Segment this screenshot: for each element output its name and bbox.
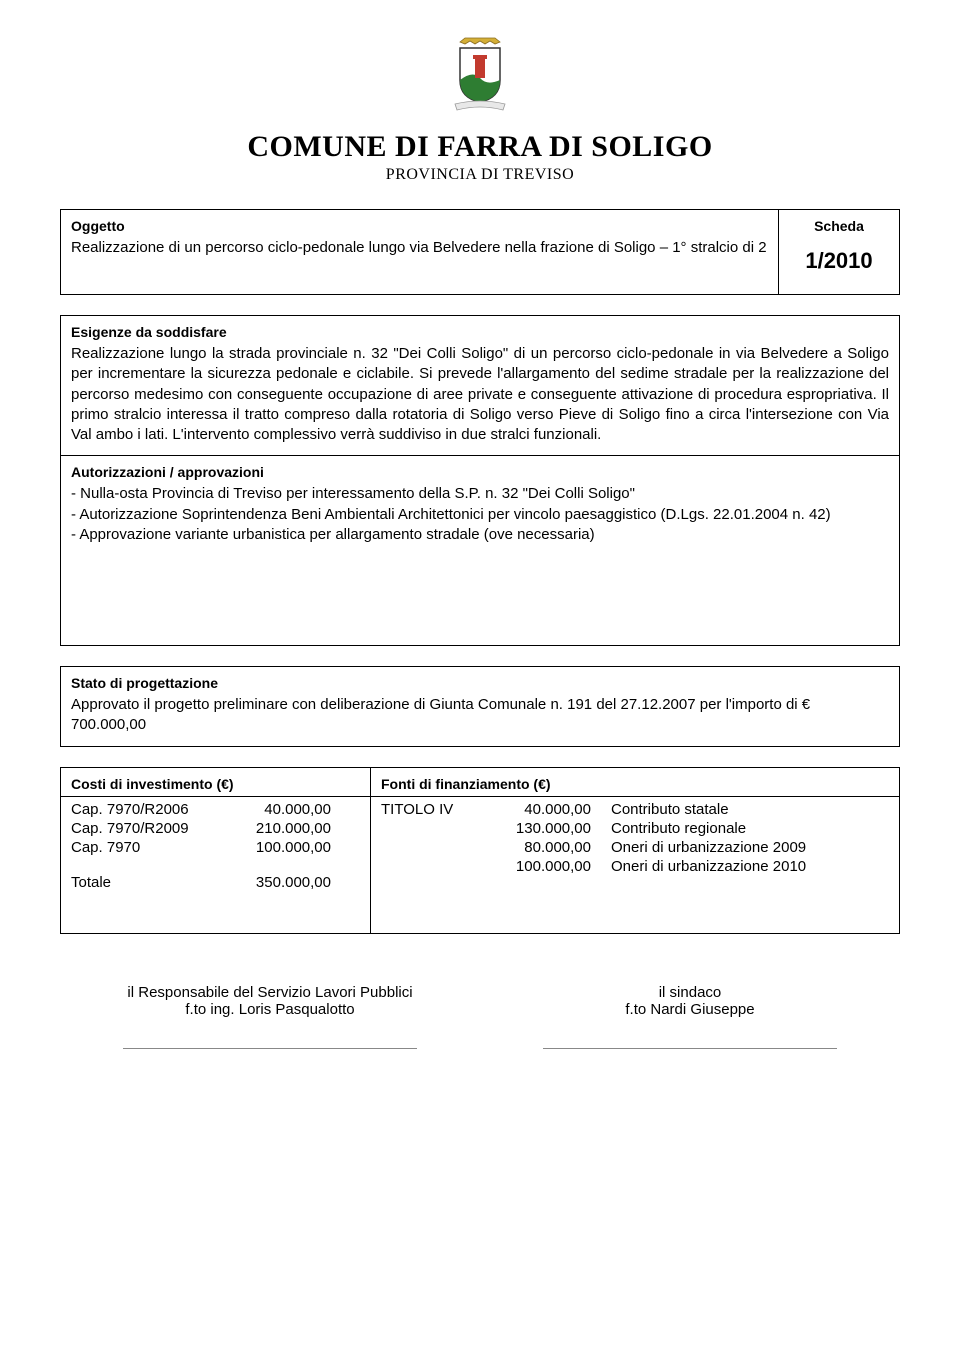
signature-line xyxy=(543,1048,837,1049)
oggetto-cell: Oggetto Realizzazione di un percorso cic… xyxy=(61,210,779,294)
autorizzazioni-list: - Nulla-osta Provincia di Treviso per in… xyxy=(61,484,899,555)
costi-investimento-cell: Costi di investimento (€) Cap. 7970/R200… xyxy=(61,768,371,933)
document-header: COMUNE DI FARRA DI SOLIGO PROVINCIA DI T… xyxy=(60,30,900,184)
list-item: - Nulla-osta Provincia di Treviso per in… xyxy=(71,484,889,504)
stato-content: Approvato il progetto preliminare con de… xyxy=(61,695,899,746)
esigenze-content: Realizzazione lungo la strada provincial… xyxy=(61,344,899,455)
list-item: - Autorizzazione Soprintendenza Beni Amb… xyxy=(71,505,889,525)
signature-role: il Responsabile del Servizio Lavori Pubb… xyxy=(60,984,480,1001)
cap-value: 210.000,00 xyxy=(221,820,331,837)
cap-label: Cap. 7970 xyxy=(71,839,221,856)
costi-left-label: Costi di investimento (€) xyxy=(61,768,370,796)
fonte-value: 130.000,00 xyxy=(481,820,591,837)
scheda-value: 1/2010 xyxy=(779,238,899,294)
fonte-desc: Oneri di urbanizzazione 2010 xyxy=(591,858,889,875)
fonte-title: TITOLO IV xyxy=(381,801,481,818)
esigenze-label: Esigenze da soddisfare xyxy=(61,316,899,344)
oggetto-box: Oggetto Realizzazione di un percorso cic… xyxy=(60,209,900,295)
fonte-value: 100.000,00 xyxy=(481,858,591,875)
fonte-title xyxy=(381,858,481,875)
signature-right: il sindaco f.to Nardi Giuseppe xyxy=(480,984,900,1049)
cap-label: Cap. 7970/R2006 xyxy=(71,801,221,818)
autorizzazioni-label: Autorizzazioni / approvazioni xyxy=(61,456,899,484)
totale-label: Totale xyxy=(71,874,221,891)
signature-role: il sindaco xyxy=(480,984,900,1001)
stato-label: Stato di progettazione xyxy=(61,667,899,695)
oggetto-content: Realizzazione di un percorso ciclo-pedon… xyxy=(61,238,778,268)
fonte-desc: Contributo regionale xyxy=(591,820,889,837)
costi-right-label: Fonti di finanziamento (€) xyxy=(371,768,899,796)
cap-value: 100.000,00 xyxy=(221,839,331,856)
fonte-title xyxy=(381,820,481,837)
fonte-value: 80.000,00 xyxy=(481,839,591,856)
list-item: - Approvazione variante urbanistica per … xyxy=(71,525,889,545)
fonte-desc: Oneri di urbanizzazione 2009 xyxy=(591,839,889,856)
signature-footer: il Responsabile del Servizio Lavori Pubb… xyxy=(60,984,900,1049)
fonte-value: 40.000,00 xyxy=(481,801,591,818)
scheda-cell: Scheda 1/2010 xyxy=(779,210,899,294)
fonte-title xyxy=(381,839,481,856)
totale-value: 350.000,00 xyxy=(221,874,331,891)
signature-line xyxy=(123,1048,417,1049)
fonti-table: TITOLO IV40.000,00Contributo statale 130… xyxy=(371,797,899,887)
oggetto-label: Oggetto xyxy=(61,210,778,238)
stato-box: Stato di progettazione Approvato il prog… xyxy=(60,666,900,747)
fonti-finanziamento-cell: Fonti di finanziamento (€) TITOLO IV40.0… xyxy=(371,768,899,933)
coat-of-arms-icon xyxy=(445,30,515,115)
signature-name: f.to Nardi Giuseppe xyxy=(480,1001,900,1018)
signature-left: il Responsabile del Servizio Lavori Pubb… xyxy=(60,984,480,1049)
cap-label: Cap. 7970/R2009 xyxy=(71,820,221,837)
cap-value: 40.000,00 xyxy=(221,801,331,818)
costi-table: Cap. 7970/R200640.000,00 Cap. 7970/R2009… xyxy=(61,797,370,903)
fonte-desc: Contributo statale xyxy=(591,801,889,818)
signature-name: f.to ing. Loris Pasqualotto xyxy=(60,1001,480,1018)
province-subtitle: PROVINCIA DI TREVISO xyxy=(60,166,900,184)
esigenze-autorizzazioni-box: Esigenze da soddisfare Realizzazione lun… xyxy=(60,315,900,646)
municipality-title: COMUNE DI FARRA DI SOLIGO xyxy=(60,130,900,164)
scheda-label: Scheda xyxy=(779,210,899,238)
costi-box: Costi di investimento (€) Cap. 7970/R200… xyxy=(60,767,900,934)
